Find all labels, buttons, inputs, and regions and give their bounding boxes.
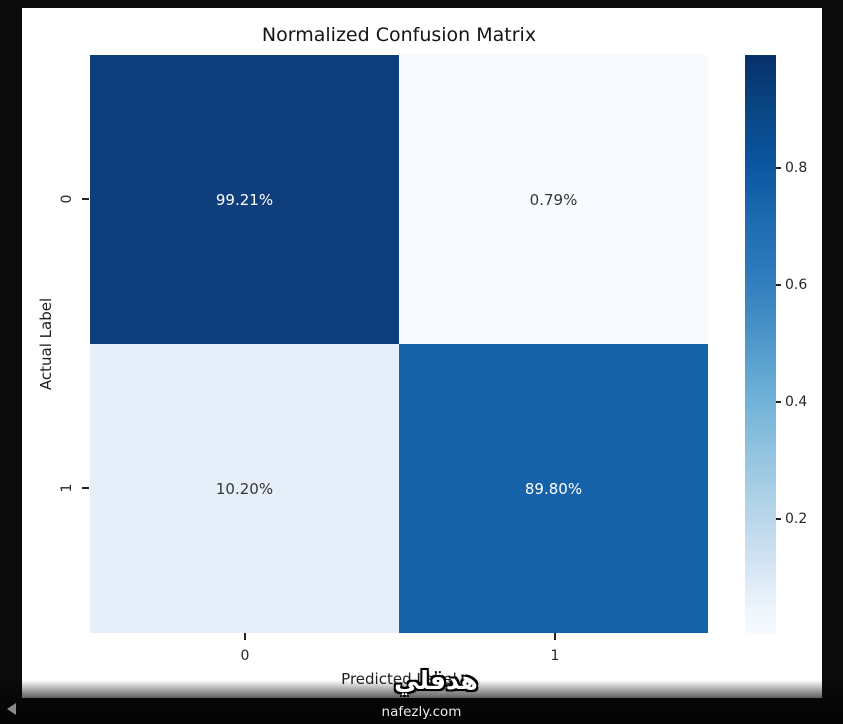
x-tick-label-0: 0 — [240, 648, 250, 664]
watermark-site-text: nafezly.com — [381, 704, 462, 720]
colorbar-tick-label-3: 0.2 — [785, 511, 808, 527]
x-tick-mark-1 — [554, 633, 556, 640]
x-tick-label-1: 1 — [550, 648, 560, 664]
colorbar-tick-label-2: 0.4 — [785, 394, 808, 410]
colorbar-gradient — [745, 55, 776, 633]
colorbar-tick-mark-0 — [776, 167, 781, 169]
colorbar-tick-mark-3 — [776, 518, 781, 520]
chart-title: Normalized Confusion Matrix — [261, 24, 537, 46]
cell-value-r1c1: 89.80% — [524, 479, 583, 498]
y-tick-mark-0 — [82, 198, 89, 200]
heatmap-cell-r0c1: 0.79% — [399, 55, 708, 344]
colorbar-tick-mark-2 — [776, 401, 781, 403]
cell-value-r0c0: 99.21% — [215, 190, 274, 209]
cell-value-r1c0: 10.20% — [215, 479, 274, 498]
cell-value-r0c1: 0.79% — [529, 190, 578, 209]
colorbar-tick-mark-1 — [776, 284, 781, 286]
heatmap-cell-r1c1: 89.80% — [399, 344, 708, 633]
heatmap-grid: 99.21% 0.79% 10.20% 89.80% — [90, 55, 708, 633]
watermark-brand-text: هدفلي — [394, 666, 478, 695]
colorbar-tick-label-1: 0.6 — [785, 277, 808, 293]
x-tick-mark-0 — [244, 633, 246, 640]
back-triangle-icon[interactable] — [7, 703, 16, 715]
heatmap-cell-r1c0: 10.20% — [90, 344, 399, 633]
y-axis-label: Actual Label — [37, 297, 55, 391]
y-tick-label-0: 0 — [59, 194, 75, 204]
colorbar-tick-label-0: 0.8 — [785, 160, 808, 176]
confusion-matrix-figure: Normalized Confusion Matrix 99.21% 0.79%… — [22, 8, 822, 698]
y-tick-mark-1 — [82, 487, 89, 489]
heatmap-cell-r0c0: 99.21% — [90, 55, 399, 344]
y-tick-label-1: 1 — [59, 483, 75, 493]
